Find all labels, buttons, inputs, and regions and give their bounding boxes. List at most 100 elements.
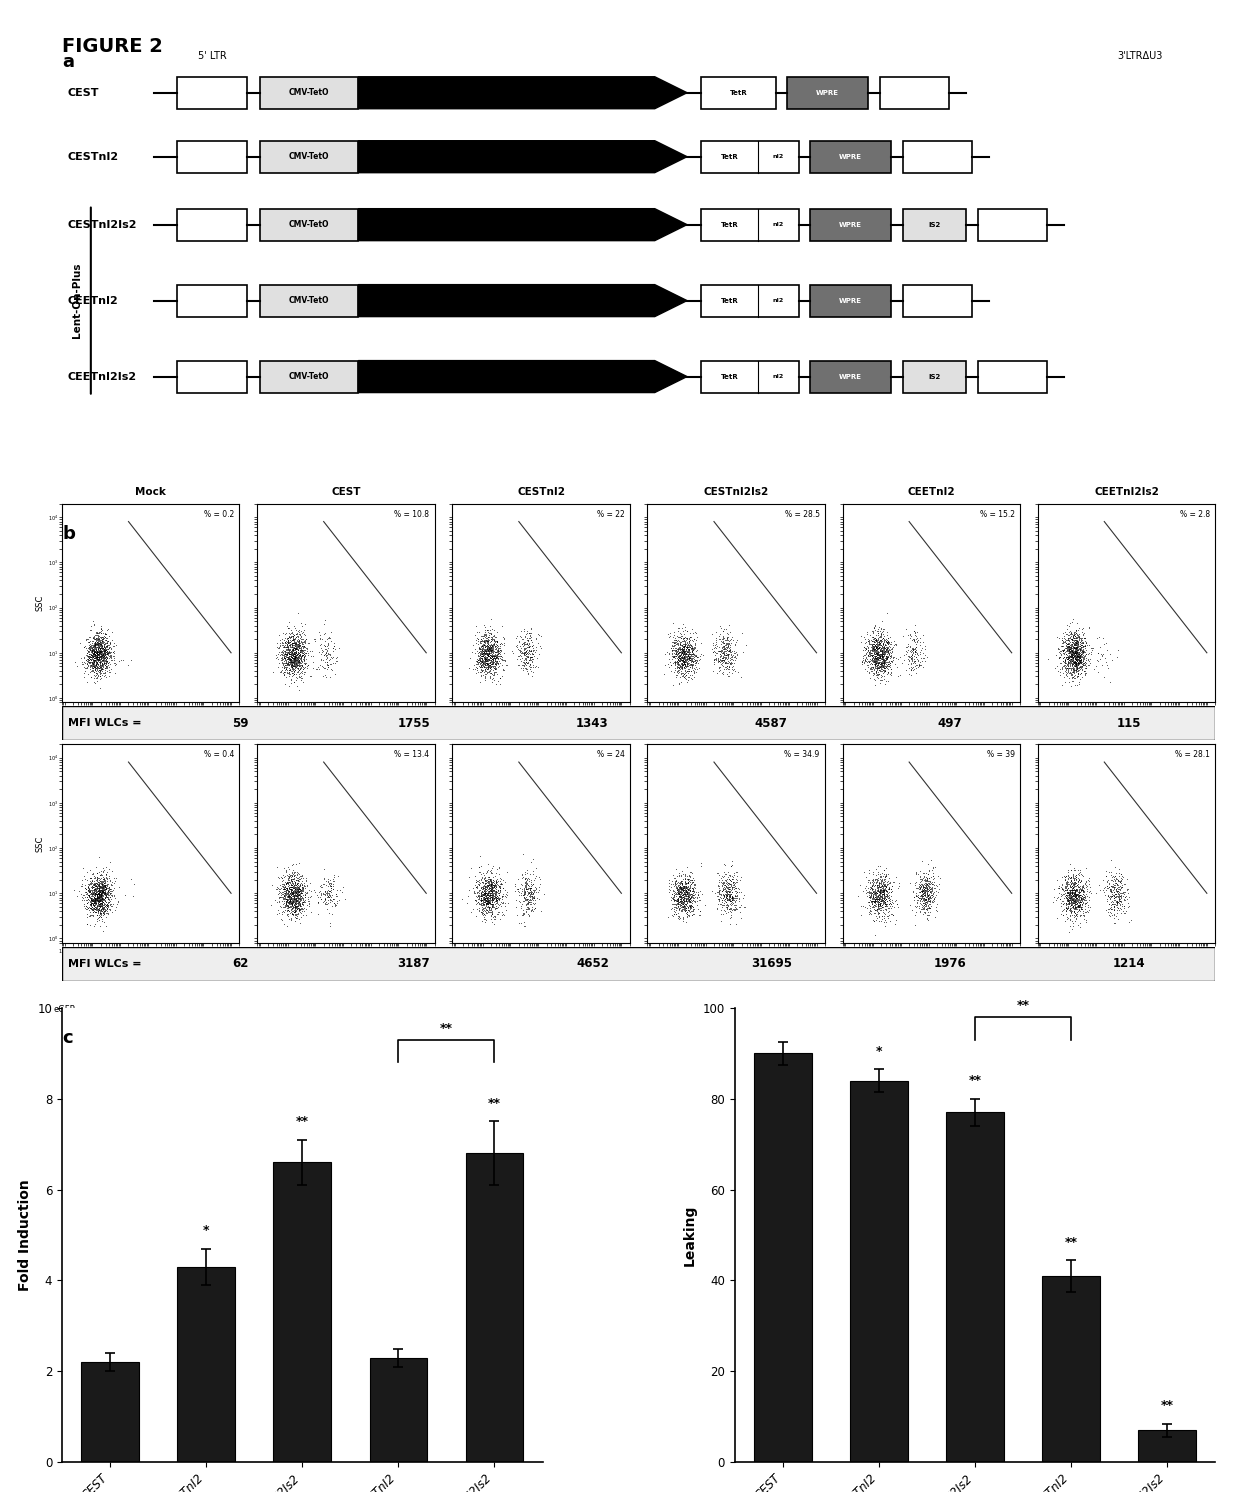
Point (675, 885, 694, 909)
Point (320, 642, 340, 665)
Point (311, 882, 331, 906)
Point (870, 631, 890, 655)
Point (288, 891, 308, 915)
Point (904, 658, 924, 682)
Point (1059, 639, 1079, 662)
Point (87, 639, 107, 662)
Point (877, 864, 897, 888)
Point (484, 628, 503, 652)
Point (1069, 648, 1089, 671)
Point (95, 880, 115, 904)
Point (910, 631, 930, 655)
Point (283, 648, 303, 671)
Point (727, 892, 746, 916)
Point (918, 883, 937, 907)
Point (280, 882, 300, 906)
Point (99, 637, 119, 661)
Point (1068, 882, 1087, 906)
Point (477, 639, 497, 662)
Point (515, 630, 534, 653)
Point (87, 888, 107, 912)
Point (87, 642, 107, 665)
Point (86, 640, 105, 664)
Point (867, 664, 887, 688)
Point (472, 888, 492, 912)
Point (668, 645, 688, 668)
Point (477, 628, 497, 652)
Point (87, 643, 107, 667)
Point (482, 888, 502, 912)
Point (515, 642, 534, 665)
Point (87, 894, 107, 918)
Point (285, 653, 305, 677)
Point (1101, 885, 1121, 909)
Point (868, 636, 888, 659)
Point (1058, 646, 1078, 670)
Point (492, 885, 512, 909)
Point (91, 653, 110, 677)
Point (290, 889, 310, 913)
Point (867, 633, 887, 656)
Point (675, 662, 694, 686)
Point (91, 876, 110, 900)
Point (482, 903, 502, 927)
Point (480, 883, 500, 907)
Text: **: ** (489, 1097, 501, 1110)
Point (470, 652, 490, 676)
Point (1061, 652, 1081, 676)
Point (274, 889, 294, 913)
Point (1069, 880, 1089, 904)
Point (862, 655, 882, 679)
Point (469, 643, 489, 667)
Point (272, 648, 291, 671)
Point (1071, 628, 1091, 652)
Point (866, 637, 885, 661)
Point (873, 864, 893, 888)
Point (86, 901, 105, 925)
Point (474, 643, 494, 667)
Point (1069, 656, 1089, 680)
Point (311, 648, 331, 671)
Point (489, 637, 508, 661)
Point (718, 883, 738, 907)
Point (84, 637, 104, 661)
Point (670, 633, 689, 656)
Point (1071, 877, 1091, 901)
Point (673, 665, 693, 689)
Point (91, 636, 110, 659)
Point (472, 894, 492, 918)
Point (314, 656, 334, 680)
Point (72, 873, 92, 897)
Point (485, 637, 505, 661)
Point (719, 874, 739, 898)
Point (507, 903, 527, 927)
Point (87, 891, 107, 915)
Point (471, 865, 491, 889)
Point (288, 882, 308, 906)
Point (280, 886, 300, 910)
Point (666, 889, 686, 913)
Point (1061, 885, 1081, 909)
Point (675, 634, 694, 658)
Point (98, 879, 118, 903)
Text: nI2: nI2 (773, 298, 784, 303)
Point (1104, 877, 1123, 901)
Point (92, 886, 112, 910)
Point (92, 886, 112, 910)
Point (868, 868, 888, 892)
Point (87, 642, 107, 665)
Point (671, 661, 691, 685)
Point (1076, 651, 1096, 674)
Point (267, 877, 286, 901)
Point (84, 883, 104, 907)
Point (87, 645, 107, 668)
Point (286, 633, 306, 656)
Point (916, 889, 936, 913)
Point (676, 882, 696, 906)
Point (314, 889, 334, 913)
Point (916, 871, 936, 895)
Point (86, 891, 105, 915)
Point (867, 648, 887, 671)
Point (899, 871, 919, 895)
Point (861, 885, 880, 909)
